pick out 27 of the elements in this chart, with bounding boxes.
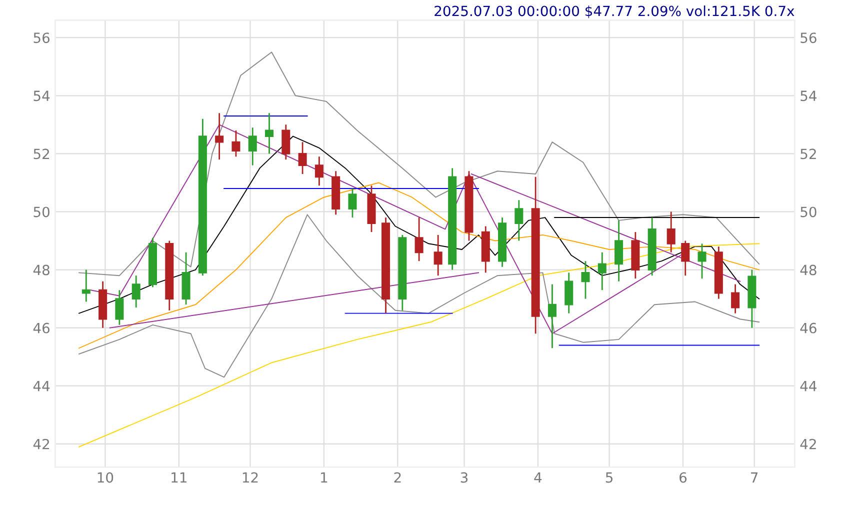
y2-tick-label: 48 [800,264,816,276]
chart-title: 2025.07.03 00:00:00 $47.77 2.09% vol:121.5K 0.7x [434,5,794,18]
y-tick-label: 48 [33,264,50,276]
y2-tick-label: 42 [800,438,816,450]
x-tick-label: 6 [680,472,687,483]
y-tick-label: 46 [33,322,50,334]
y2-tick-label: 54 [800,90,817,102]
x-tick-label: 10 [98,472,114,483]
x-tick-label: 3 [460,472,468,483]
x-tick-label: 12 [242,472,258,483]
x-tick-label: 1 [321,472,328,483]
y-tick-label: 54 [34,90,50,102]
x-tick-label: 5 [606,472,612,483]
x-tick-label: 4 [534,472,542,483]
x-tick-label: 7 [751,472,758,483]
y-tick-label: 56 [34,32,50,44]
y-tick-label: 52 [34,148,49,160]
y-tick-label: 44 [33,381,50,392]
y2-tick-label: 50 [800,206,816,218]
y-tick-label: 42 [33,438,49,450]
x-tick-label: 2 [394,472,401,483]
x-tick-label: 11 [172,472,186,483]
y2-tick-label: 46 [800,322,816,334]
y2-tick-label: 52 [800,148,816,160]
y2-tick-label: 56 [800,32,816,44]
y-tick-label: 50 [34,206,50,218]
y2-tick-label: 44 [800,381,817,392]
